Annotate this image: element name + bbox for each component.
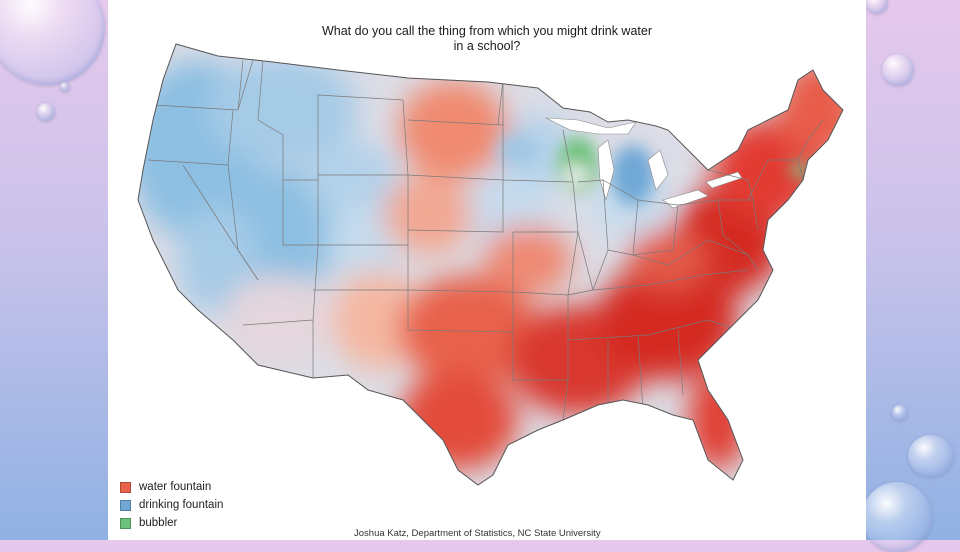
map-title: What do you call the thing from which yo… xyxy=(108,24,866,54)
decorative-bubble xyxy=(60,82,70,92)
slide-content: What do you call the thing from which yo… xyxy=(108,0,866,540)
us-dialect-map xyxy=(137,43,844,486)
decorative-bubble xyxy=(0,0,105,85)
legend: water fountain drinking fountain bubbler xyxy=(120,478,223,532)
legend-swatch-drinking-fountain xyxy=(120,499,131,511)
decorative-bubble xyxy=(862,482,932,552)
map-title-line-1: What do you call the thing from which yo… xyxy=(321,24,652,38)
legend-label: water fountain xyxy=(139,481,212,493)
legend-item-drinking-fountain: drinking fountain xyxy=(120,496,223,514)
decorative-bubble xyxy=(892,405,908,421)
legend-item-water-fountain: water fountain xyxy=(120,478,223,496)
dialect-heatmap xyxy=(138,55,843,470)
decorative-bubble xyxy=(908,435,954,477)
decorative-bubble xyxy=(882,54,914,86)
map-title-line-2: in a school? xyxy=(453,39,521,53)
legend-item-bubbler: bubbler xyxy=(120,514,223,532)
decorative-bubble xyxy=(866,0,888,14)
state-boundaries xyxy=(147,59,824,421)
legend-swatch-bubbler xyxy=(120,517,131,529)
credit-text: Joshua Katz, Department of Statistics, N… xyxy=(354,528,601,539)
decorative-bubble xyxy=(37,103,55,121)
legend-label: bubbler xyxy=(139,517,178,529)
legend-swatch-water-fountain xyxy=(120,481,131,493)
legend-label: drinking fountain xyxy=(139,499,224,511)
great-lakes xyxy=(545,117,743,209)
